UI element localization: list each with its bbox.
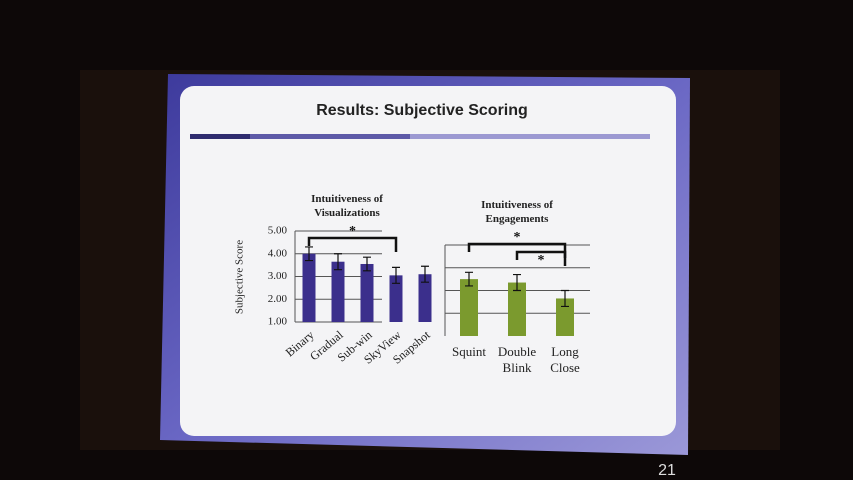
- error-bar: [305, 246, 313, 262]
- y-tick-label: 2.00: [268, 293, 288, 305]
- y-tick-label: 5.00: [268, 225, 288, 237]
- significance-mark: *: [514, 230, 521, 245]
- bar: [556, 298, 574, 336]
- header-bar: [410, 134, 650, 139]
- error-bar: [334, 253, 342, 271]
- header-bar: [250, 134, 410, 139]
- x-tick-label: Long Close: [550, 344, 580, 375]
- y-tick-label: 4.00: [268, 247, 288, 259]
- error-bar: [513, 273, 521, 292]
- error-bar: [421, 265, 429, 283]
- y-tick-label: 3.00: [268, 270, 288, 282]
- error-bar: [392, 266, 400, 284]
- significance-mark: *: [349, 224, 356, 239]
- y-axis-label: Subjective Score: [234, 240, 246, 314]
- significance-bracket: [515, 250, 567, 266]
- bar: [331, 261, 345, 322]
- slide-title: Results: Subjective Scoring: [316, 102, 528, 119]
- x-tick-label: Double Blink: [497, 344, 537, 375]
- bar: [302, 253, 316, 322]
- header-bar: [190, 134, 250, 139]
- bar: [360, 263, 374, 322]
- error-bar: [561, 289, 569, 308]
- bar: [389, 275, 403, 322]
- y-tick-label: 1.00: [268, 316, 288, 328]
- error-bar: [363, 256, 371, 272]
- chart-title: Intuitiveness of Engagements: [481, 199, 553, 225]
- bar: [418, 274, 432, 322]
- slide-panel: [180, 86, 676, 436]
- significance-mark: *: [538, 253, 545, 268]
- x-tick-label: Squint: [452, 344, 486, 359]
- bar: [508, 282, 526, 336]
- error-bar: [465, 271, 473, 287]
- bar: [460, 279, 478, 336]
- significance-bracket: [307, 236, 398, 252]
- page-number: 21: [658, 462, 676, 479]
- chart-title: Intuitiveness of Visualizations: [311, 193, 383, 219]
